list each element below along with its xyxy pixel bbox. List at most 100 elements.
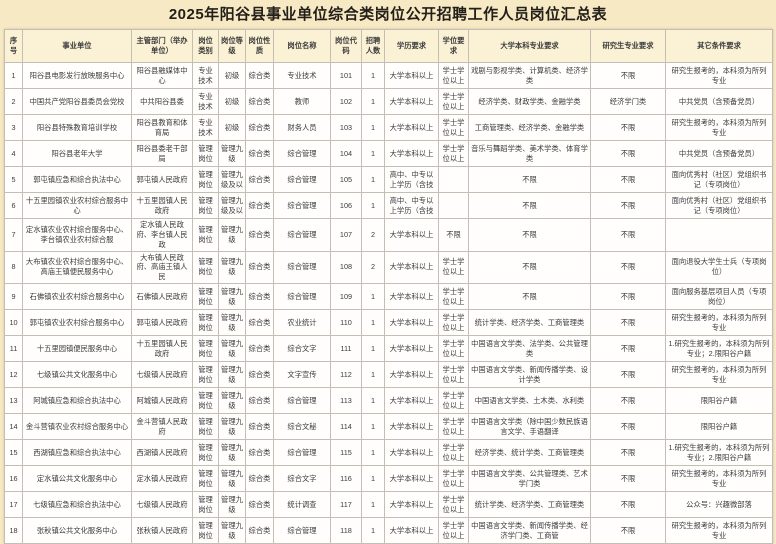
table-cell: 1 <box>361 88 385 115</box>
table-cell: 综合管理 <box>273 517 331 544</box>
table-cell: 定水镇人民政府、李台镇人民政 <box>131 218 193 252</box>
table-cell: 不限 <box>590 413 666 441</box>
table-cell: 管理九级 <box>218 465 246 493</box>
table-cell: 初级 <box>218 88 246 115</box>
column-header-9: 学历要求 <box>384 29 439 63</box>
table-cell: 7 <box>4 218 23 252</box>
table-cell: 研究生报考的，本科须为所列专业 <box>665 62 773 89</box>
table-cell: 大学本科以上 <box>384 309 439 337</box>
table-cell: 经济学类、统计学类、工商管理类 <box>468 439 591 467</box>
table-cell: 不限 <box>468 218 591 252</box>
table-cell: 综合类 <box>245 361 274 389</box>
table-cell: 张秋镇公共文化服务中心 <box>22 517 132 544</box>
table-cell: 中国共产党阳谷县委员会党校 <box>22 88 132 115</box>
table-cell: 戏剧与影视学类、计算机类、经济学类 <box>468 62 591 89</box>
table-cell: 综合类 <box>245 413 274 441</box>
table-cell: 大学本科以上 <box>384 439 439 467</box>
table-cell: 1.研究生报考的，本科须为所列专业；2.限阳谷户籍 <box>665 335 773 363</box>
table-cell: 大学本科以上 <box>384 88 439 115</box>
table-cell: 1 <box>361 114 385 141</box>
table-row: 15 西湖镇应急和综合执法中心 西湖镇人民政府 管理岗位 管理九级 综合类 综合管理 115 1… <box>4 439 773 467</box>
table-cell: 116 <box>330 465 362 493</box>
table-cell: 14 <box>4 413 23 441</box>
table-cell: 115 <box>330 439 362 467</box>
table-cell: 综合管理 <box>273 387 331 415</box>
table-cell: 学士学位以上 <box>438 361 469 389</box>
table-cell: 限阳谷户籍 <box>665 387 773 415</box>
table-cell: 大学本科以上 <box>384 114 439 141</box>
table-cell: 大学本科以上 <box>384 387 439 415</box>
table-cell: 研究生报考的，本科须为所列专业 <box>665 114 773 141</box>
table-cell: 管理岗位 <box>192 439 219 467</box>
table-cell: 综合类 <box>245 88 274 115</box>
table-cell: 1 <box>361 517 385 544</box>
table-cell: 中国语言文学类、新闻传播学类、设计学类 <box>468 361 591 389</box>
table-row: 12 七级镇公共文化服务中心 七级镇人民政府 管理岗位 管理九级 综合类 文字宣传 112 1 大… <box>4 361 773 389</box>
table-cell: 综合类 <box>245 491 274 519</box>
table-cell: 大学本科以上 <box>384 361 439 389</box>
table-cell: 1 <box>361 140 385 167</box>
table-cell: 不限 <box>590 166 666 193</box>
table-cell: 统计学类、经济学类、工商管理类 <box>468 309 591 337</box>
table-cell: 管理岗位 <box>192 309 219 337</box>
table-cell: 1 <box>361 387 385 415</box>
table-cell: 七级镇人民政府 <box>131 361 193 389</box>
table-cell: 经济学类、财政学类、金融学类 <box>468 88 591 115</box>
table-row: 5 郭屯镇应急和综合执法中心 郭屯镇人民政府 管理岗位 管理九级及以 综合类 综合管理 105… <box>4 166 773 193</box>
table-cell: 综合类 <box>245 335 274 363</box>
table-cell: 综合类 <box>245 465 274 493</box>
table-cell: 阿城镇人民政府 <box>131 387 193 415</box>
table-cell: 阳谷县电影发行放映服务中心 <box>22 62 132 89</box>
table-cell: 学士学位以上 <box>438 491 469 519</box>
table-cell: 学士学位以上 <box>438 62 469 89</box>
table-cell: 管理岗位 <box>192 250 219 285</box>
table-cell: 1 <box>4 62 23 89</box>
table-cell: 管理九级及以 <box>218 192 246 219</box>
table-cell: 阳谷县委老干部局 <box>131 140 193 167</box>
table-cell: 110 <box>330 309 362 337</box>
table-cell <box>438 166 469 193</box>
table-cell: 综合类 <box>245 283 274 311</box>
table-cell: 大学本科以上 <box>384 517 439 544</box>
table-cell: 不限 <box>590 335 666 363</box>
table-cell: 不限 <box>590 465 666 493</box>
table-cell: 初级 <box>218 114 246 141</box>
table-cell: 114 <box>330 413 362 441</box>
table-cell: 不限 <box>438 218 469 252</box>
table-row: 18 张秋镇公共文化服务中心 张秋镇人民政府 管理岗位 管理九级 综合类 综合管理 118 1 大… <box>4 517 773 544</box>
table-cell: 118 <box>330 517 362 544</box>
table-cell: 117 <box>330 491 362 519</box>
table-cell: 大学本科以上 <box>384 283 439 311</box>
table-cell: 大布镇农业农村综合服务中心、高庙王镇便民服务中心 <box>22 250 132 285</box>
table-cell: 管理岗位 <box>192 465 219 493</box>
table-cell: 文字宣传 <box>273 361 331 389</box>
table-cell: 阳谷县特殊教育培训学校 <box>22 114 132 141</box>
table-cell: 中国语言文学类、公共管理类、艺术学门类 <box>468 465 591 493</box>
table-cell: 管理岗位 <box>192 491 219 519</box>
table-cell: 研究生报考的，本科须为所列专业 <box>665 465 773 493</box>
table-header-row: 序号 事业单位 主管部门（举办单位） 岗位类别 岗位等级 岗位性质 岗位名称 岗位代码 招聘人数… <box>4 29 773 63</box>
table-cell: 管理九级 <box>218 361 246 389</box>
table-cell: 学士学位以上 <box>438 465 469 493</box>
table-cell: 限阳谷户籍 <box>665 413 773 441</box>
table-cell: 管理九级 <box>218 413 246 441</box>
table-cell: 七级镇人民政府 <box>131 491 193 519</box>
table-cell: 初级 <box>218 62 246 89</box>
column-header-0: 序号 <box>4 29 23 63</box>
table-cell: 8 <box>4 250 23 285</box>
table-row: 11 十五里园镇便民服务中心 十五里园镇人民政府 管理岗位 管理九级 综合类 综合文字 111… <box>4 335 773 363</box>
table-cell: 管理九级 <box>218 283 246 311</box>
table-cell: 1 <box>361 491 385 519</box>
column-header-3: 岗位类别 <box>192 29 219 63</box>
table-row: 9 石佛镇农业农村综合服务中心 石佛镇人民政府 管理岗位 管理九级 综合类 综合管理 109 1… <box>4 283 773 311</box>
table-cell: 经济学门类 <box>590 88 666 115</box>
table-cell: 不限 <box>468 283 591 311</box>
table-cell: 管理九级 <box>218 309 246 337</box>
table-cell: 面向退役大学生士兵（专项岗位） <box>665 250 773 285</box>
table-row: 14 金斗营镇农业农村综合服务中心 金斗营镇人民政府 管理岗位 管理九级 综合类 综合文秘 1… <box>4 413 773 441</box>
table-cell: 学士学位以上 <box>438 517 469 544</box>
table-cell: 农业统计 <box>273 309 331 337</box>
table-cell: 中国语言文学类、土木类、水利类 <box>468 387 591 415</box>
table-cell: 学士学位以上 <box>438 309 469 337</box>
table-cell: 定水镇公共文化服务中心 <box>22 465 132 493</box>
